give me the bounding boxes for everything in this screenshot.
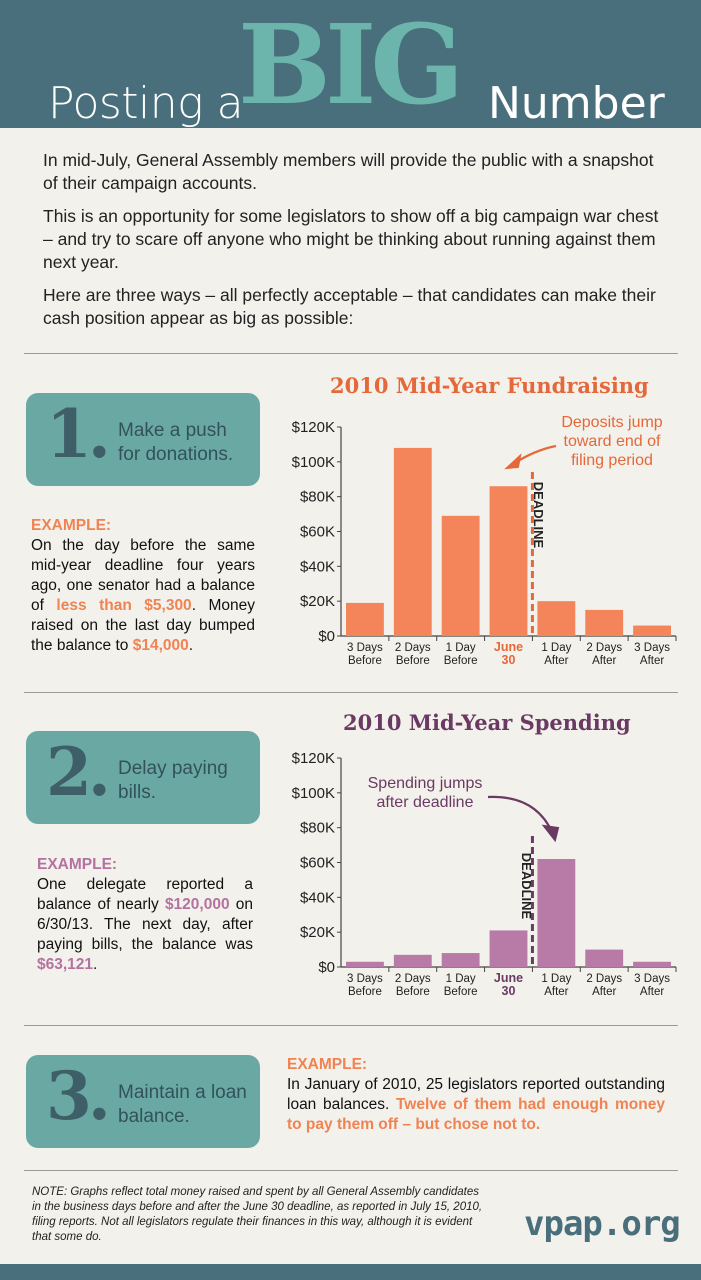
example-text: On the day before the same mid-year dead…: [31, 537, 255, 614]
x-tick-label: 3 Days Before: [347, 642, 383, 667]
example-text: .: [93, 956, 98, 973]
tip-number: 1.: [46, 395, 111, 473]
example-text: One delegate reported a balance of nearl…: [37, 876, 253, 913]
bar-6: [585, 949, 624, 967]
example-head: EXAMPLE:: [287, 1056, 368, 1073]
tip-card-3: 3. Maintain a loan balance.: [26, 1055, 260, 1148]
bar-2: [393, 447, 432, 636]
title-number: Number: [488, 78, 665, 129]
example-head: EXAMPLE:: [31, 517, 112, 534]
example-highlight: $120,000: [164, 896, 230, 913]
intro-text: In mid-July, General Assembly members wi…: [43, 149, 659, 340]
y-tick-label: $80K: [300, 820, 335, 837]
bar-5: [537, 859, 576, 967]
y-tick-label: $40K: [300, 558, 335, 575]
deadline-label: DEADLINE: [531, 482, 546, 549]
title-posting: Posting a: [48, 78, 244, 129]
bar-6: [585, 609, 624, 636]
bar-3: [441, 953, 480, 967]
footnote: NOTE: Graphs reflect total money raised …: [32, 1186, 483, 1243]
y-tick-label: $120K: [292, 750, 335, 767]
example-text: .: [188, 637, 194, 654]
y-tick-label: $60K: [300, 855, 335, 872]
example-2: EXAMPLE: One delegate reported a balance…: [37, 855, 253, 975]
example-highlight: less than $5,300: [56, 597, 192, 614]
example-3: EXAMPLE: In January of 2010, 25 legislat…: [287, 1055, 665, 1135]
y-tick-label: $20K: [300, 924, 335, 941]
y-tick-label: $40K: [300, 889, 335, 906]
x-tick-label: 3 Days After: [634, 973, 670, 998]
example-text: on 6/30/13. The next day, after paying b…: [37, 896, 253, 953]
bar-3: [441, 515, 480, 636]
chart-title-fundraising: 2010 Mid-Year Fundraising: [330, 373, 649, 398]
bar-1: [346, 602, 384, 636]
y-tick-label: $0: [318, 959, 335, 976]
x-tick-label: 1 Day After: [541, 642, 571, 667]
y-tick-label: $80K: [300, 489, 335, 506]
y-tick-label: $100K: [292, 785, 335, 802]
bar-2: [393, 954, 432, 967]
divider: [24, 692, 678, 693]
y-tick-label: $60K: [300, 524, 335, 541]
example-highlight: Twelve of them had enough money to pay t…: [287, 1096, 665, 1133]
bar-1: [346, 961, 384, 967]
tip-label: Maintain a loan balance.: [118, 1082, 247, 1127]
intro-paragraph-1: In mid-July, General Assembly members wi…: [43, 150, 654, 193]
tip-card-1: 1. Make a push for donations.: [26, 393, 260, 486]
example-1: EXAMPLE: On the day before the same mid-…: [31, 516, 255, 656]
x-tick-label: 3 Days Before: [347, 973, 383, 998]
divider: [24, 1170, 678, 1171]
divider: [24, 353, 678, 354]
vpap-logo: vpap.org: [524, 1204, 681, 1244]
x-tick-label: 2 Days After: [586, 642, 622, 667]
bar-4: [489, 486, 528, 636]
x-tick-label: 1 Day Before: [444, 642, 478, 667]
footer-band: [0, 1264, 701, 1280]
example-text: . Money raised on the last day bumped th…: [31, 597, 255, 654]
bar-5: [537, 601, 576, 636]
bar-7: [633, 961, 671, 967]
x-tick-label: 2 Days Before: [395, 973, 431, 998]
intro-paragraph-3: Here are three ways – all perfectly acce…: [43, 285, 656, 328]
divider: [24, 1025, 678, 1026]
x-tick-label: 2 Days After: [586, 973, 622, 998]
tip-card-2: 2. Delay paying bills.: [26, 731, 260, 824]
y-tick-label: $20K: [300, 593, 335, 610]
annotation-text: Spending jumps after deadline: [368, 775, 483, 811]
title-big: BIG: [238, 0, 464, 129]
chart-title-spending: 2010 Mid-Year Spending: [343, 710, 631, 735]
example-text: In January of 2010, 25 legislators repor…: [287, 1076, 665, 1113]
bar-4: [489, 930, 528, 967]
tip-label: Delay paying bills.: [118, 758, 228, 803]
header-band: [0, 0, 701, 128]
tip-label: Make a push for donations.: [118, 420, 234, 465]
x-tick-label: June 30: [494, 971, 523, 998]
x-tick-label: 1 Day After: [541, 973, 571, 998]
example-highlight: $63,121: [37, 956, 94, 973]
y-tick-label: $120K: [292, 419, 335, 436]
annotation-arrow: [487, 795, 553, 833]
x-tick-label: 2 Days Before: [395, 642, 431, 667]
page-title: Posting a BIG Number: [0, 0, 701, 140]
annotation-text: Deposits jump toward end of filing period: [561, 414, 662, 469]
x-tick-label: 1 Day Before: [444, 973, 478, 998]
intro-paragraph-2: This is an opportunity for some legislat…: [43, 206, 659, 272]
example-head: EXAMPLE:: [37, 856, 118, 873]
deadline-label: DEADLINE: [519, 853, 534, 920]
tip-number: 2.: [46, 733, 111, 811]
x-tick-label: June 30: [494, 640, 523, 667]
y-tick-label: $0: [318, 628, 335, 645]
bar-7: [633, 625, 671, 636]
tip-number: 3.: [46, 1057, 111, 1135]
x-tick-label: 3 Days After: [634, 642, 670, 667]
y-tick-label: $100K: [292, 454, 335, 471]
annotation-arrowhead: [504, 453, 522, 470]
example-highlight: $14,000: [132, 637, 189, 654]
annotation-arrowhead: [541, 824, 560, 843]
